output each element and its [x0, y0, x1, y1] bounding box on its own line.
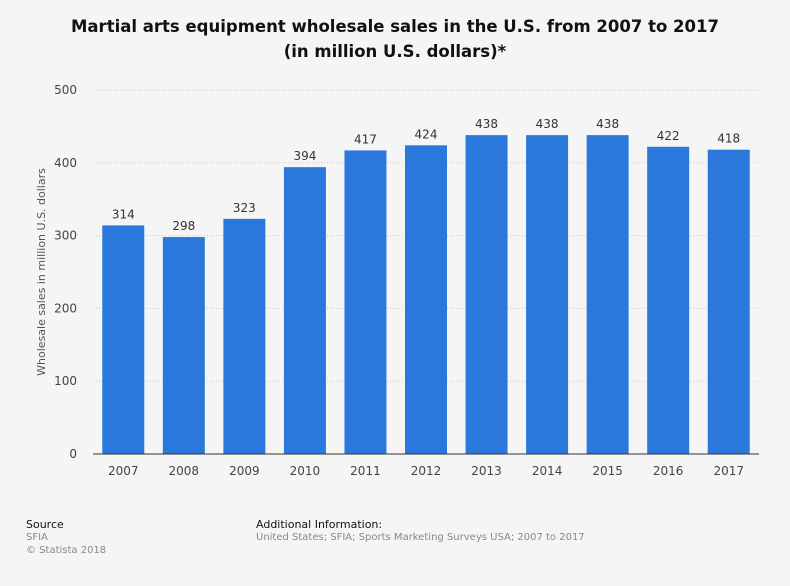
bar-2012 [405, 145, 447, 454]
data-label-2010: 394 [293, 149, 316, 163]
x-tick-label-2017: 2017 [713, 464, 744, 478]
y-tick-label-400: 400 [54, 156, 77, 170]
bar-2016 [647, 146, 690, 454]
data-label-2013: 438 [475, 117, 498, 131]
x-tick-label-2016: 2016 [653, 464, 684, 478]
data-label-2012: 424 [415, 127, 438, 141]
source-heading: Source [26, 518, 64, 531]
chart-title-line-2: (in million U.S. dollars)* [283, 42, 507, 61]
x-tick-label-2014: 2014 [532, 464, 563, 478]
bar-2009 [223, 218, 266, 454]
additional-info-text: United States; SFIA; Sports Marketing Su… [256, 532, 585, 543]
copyright-text: © Statista 2018 [26, 545, 107, 556]
y-axis-title: Wholesale sales in million U.S. dollars [35, 168, 48, 376]
x-tick-label-2008: 2008 [169, 464, 200, 478]
bar-2007 [102, 225, 145, 454]
y-tick-label-500: 500 [54, 83, 77, 97]
source-name: SFIA [26, 532, 48, 543]
data-label-2016: 422 [657, 129, 680, 143]
chart-title: Martial arts equipment wholesale sales i… [20, 14, 770, 64]
additional-info-block: Additional Information: United States; S… [256, 518, 585, 544]
y-tick-label-200: 200 [54, 301, 77, 315]
bar-2015 [586, 135, 629, 455]
data-label-2011: 417 [354, 132, 377, 146]
bar-2008 [162, 237, 205, 454]
y-tick-label-100: 100 [54, 374, 77, 388]
data-label-2017: 418 [717, 132, 740, 146]
bar-2011 [344, 150, 387, 454]
x-tick-label-2009: 2009 [229, 464, 260, 478]
x-tick-label-2012: 2012 [411, 464, 442, 478]
data-label-2008: 298 [172, 219, 195, 233]
data-label-2014: 438 [536, 117, 559, 131]
y-tick-label-0: 0 [69, 447, 77, 461]
source-block: Source SFIA © Statista 2018 [26, 518, 106, 557]
bar-2013 [465, 135, 508, 455]
bar-2017 [707, 149, 750, 455]
additional-info-heading: Additional Information: [256, 518, 383, 531]
chart-title-line-1: Martial arts equipment wholesale sales i… [71, 17, 719, 36]
data-label-2009: 323 [233, 201, 256, 215]
x-tick-label-2010: 2010 [290, 464, 321, 478]
y-tick-label-300: 300 [54, 229, 77, 243]
data-label-2007: 314 [112, 207, 135, 221]
bar-2014 [526, 135, 569, 455]
x-tick-label-2011: 2011 [350, 464, 381, 478]
x-tick-label-2015: 2015 [592, 464, 623, 478]
bar-2010 [283, 167, 326, 454]
x-tick-label-2013: 2013 [471, 464, 502, 478]
data-label-2015: 438 [596, 117, 619, 131]
x-tick-label-2007: 2007 [108, 464, 139, 478]
